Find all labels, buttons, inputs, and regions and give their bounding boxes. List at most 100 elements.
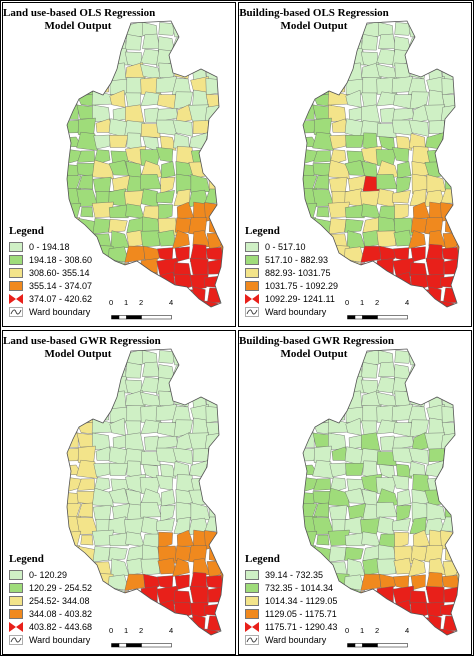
ward-polygon [221, 177, 223, 194]
ward-polygon [442, 50, 459, 68]
ward-polygon [303, 52, 317, 66]
ward-polygon [425, 602, 445, 619]
ward-polygon [142, 361, 160, 377]
ward-polygon [441, 352, 459, 368]
city-outline [302, 348, 460, 636]
ward-polygon [77, 393, 99, 408]
ward-polygon [160, 176, 176, 194]
legend-item: 1014.34 - 1129.05 [245, 594, 365, 607]
legend-swatch [245, 608, 259, 619]
ward-polygon [329, 462, 348, 478]
ward-polygon [222, 431, 223, 452]
ward-polygon [442, 490, 459, 504]
panel-title-line1: Land use-based GWR Regression [3, 335, 161, 347]
legend-label: 732.35 - 1014.34 [265, 582, 334, 593]
ward-polygon [77, 502, 93, 518]
ward-polygon [91, 417, 113, 434]
ward-polygon [222, 558, 223, 578]
ward-polygon [456, 79, 459, 94]
ward-polygon [222, 103, 223, 124]
ward-polygon [315, 378, 333, 395]
ward-polygon [347, 390, 363, 410]
ward-polygon [456, 290, 459, 306]
ward-polygon [220, 517, 223, 535]
ward-polygon [222, 272, 223, 289]
ward-polygon [458, 558, 459, 578]
legend-label: 1175.71 - 1290.43 [265, 621, 338, 632]
ward-polygon [458, 446, 459, 466]
scale-tick-label: 1 [360, 626, 365, 635]
ward-polygon [92, 159, 114, 180]
ward-polygon [441, 24, 459, 40]
ward-polygon [458, 216, 459, 233]
ward-polygon [442, 378, 459, 396]
ward-polygon [222, 544, 223, 561]
ward-polygon [95, 21, 112, 41]
legend-label: 882.93- 1031.75 [265, 267, 331, 278]
legend-item: 0- 120.29 [9, 568, 129, 581]
ward-polygon [360, 573, 381, 591]
panel-title: Building-based GWR Regression Model Outp… [239, 335, 394, 361]
ward-polygon [328, 546, 347, 563]
ward-polygon [67, 148, 82, 166]
ward-polygon [458, 431, 459, 452]
ward-polygon [67, 119, 81, 134]
ward-polygon [345, 463, 365, 476]
ward-polygon [208, 120, 223, 135]
ward-polygon [315, 50, 333, 67]
ward-polygon [457, 505, 459, 522]
scale-bar: 0 1 2 4 Kilometers [109, 626, 191, 654]
legend-label: 403.82 - 443.68 [29, 621, 93, 632]
ward-polygon [223, 20, 235, 38]
scale-tick-label: 0 [109, 298, 114, 307]
ward-polygon [156, 147, 174, 163]
ward-polygon [204, 603, 223, 617]
bowtie-swatch-icon [9, 293, 23, 304]
ward-polygon [204, 104, 223, 124]
ward-polygon [174, 246, 190, 262]
ward-polygon [156, 518, 175, 532]
scale-bar-graphic [111, 643, 172, 648]
legend-title: Legend [245, 225, 280, 237]
ward-polygon [327, 89, 349, 106]
ward-polygon [376, 558, 397, 576]
ward-polygon [222, 364, 223, 382]
legend-item-ward: Ward boundary [9, 305, 129, 318]
ward-polygon [188, 375, 210, 392]
ward-polygon [140, 123, 161, 138]
ward-polygon [93, 462, 112, 478]
scale-bar-graphic [347, 643, 408, 648]
ward-polygon [204, 432, 223, 452]
legend-item-ward: Ward boundary [9, 633, 129, 646]
ward-polygon [67, 52, 81, 66]
ward-polygon [67, 35, 80, 55]
ward-polygon [394, 22, 413, 36]
ward-polygon [303, 119, 317, 134]
ward-polygon [207, 586, 223, 603]
legend-title: Legend [245, 553, 280, 565]
legend-swatch [9, 608, 23, 619]
ward-polygon [397, 489, 412, 507]
ward-polygon [440, 275, 459, 289]
ward-polygon [204, 202, 223, 222]
legend-swatch [245, 595, 259, 606]
ward-polygon [158, 350, 177, 364]
panel-title-line1: Building-based OLS Regression [239, 7, 389, 19]
ward-polygon [456, 407, 459, 422]
ward-polygon [205, 406, 223, 423]
ward-polygon [312, 77, 332, 96]
ward-polygon [156, 436, 179, 451]
ward-polygon [222, 36, 223, 54]
map-legend: Legend 39.14 - 732.35 732.35 - 1014.34 1… [245, 553, 365, 646]
legend-swatch [245, 621, 259, 632]
ward-polygon [396, 135, 413, 151]
ward-polygon [345, 135, 365, 148]
ward-polygon [344, 546, 364, 561]
scale-tick-labels: 0 1 2 4 [109, 626, 191, 635]
ward-polygon [456, 149, 459, 166]
ward-polygon [67, 447, 81, 462]
ward-polygon [78, 36, 96, 54]
ward-polygon [376, 516, 395, 536]
legend-label: 39.14 - 732.35 [265, 569, 324, 580]
ward-polygon [441, 574, 459, 590]
